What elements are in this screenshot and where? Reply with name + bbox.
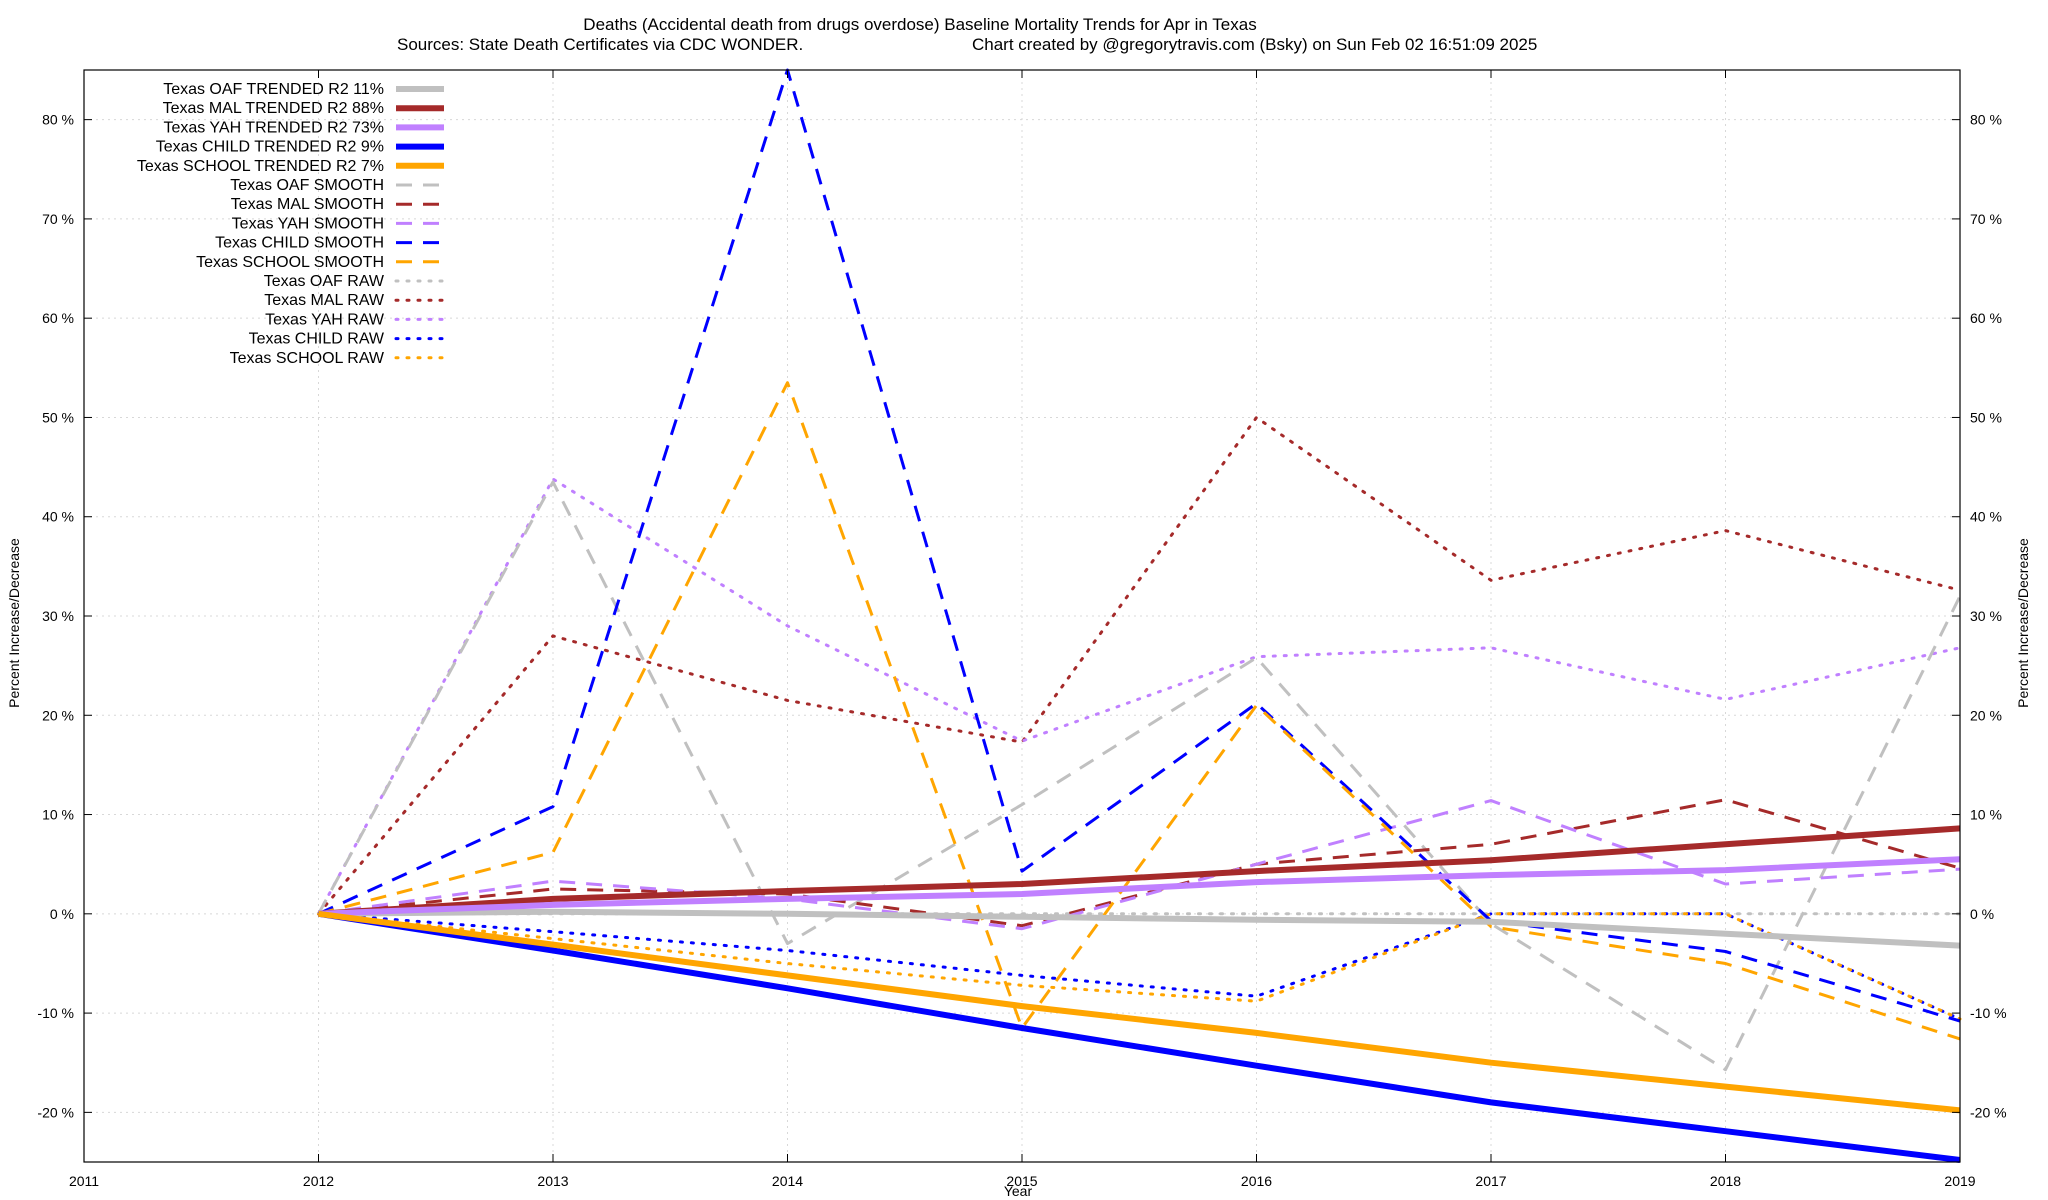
series-line-texas-yah-smooth [318, 799, 1961, 931]
x-tick-label: 2017 [1475, 1173, 1506, 1189]
y-axis-label-left: Percent Increase/Decrease [6, 538, 22, 708]
legend-label: Texas YAH SMOOTH [232, 215, 384, 232]
series-line-texas-mal-smooth [318, 798, 1961, 928]
x-tick-label: 2013 [537, 1173, 568, 1189]
legend-label: Texas MAL RAW [264, 292, 385, 309]
x-tick-label: 2011 [69, 1173, 99, 1189]
axis-ticks: 2011 2012 2013 2014 2015 2016 2017 2018 2019 -20 … [37, 70, 2007, 1189]
y-tick-label-left: 70 % [42, 211, 74, 227]
y-tick-label-left: 10 % [42, 807, 74, 823]
chart-subtitle-source: Sources: State Death Certificates via CD… [397, 35, 803, 54]
series-line-texas-mal-raw [317, 416, 1962, 916]
y-tick-label-left: 0 % [50, 906, 74, 922]
legend-label: Texas CHILD TRENDED R2 9% [156, 139, 384, 156]
legend-label: Texas SCHOOL TRENDED R2 7% [137, 158, 384, 175]
y-tick-label-left: 20 % [42, 707, 74, 723]
y-tick-label-right: -10 % [1970, 1005, 2007, 1021]
y-tick-label-left: 50 % [42, 409, 74, 425]
series-line-texas-oaf-smooth [317, 480, 1962, 1072]
y-axis-label-right: Percent Increase/Decrease [2015, 538, 2031, 708]
series-line-texas-child-smooth [317, 68, 1961, 1023]
legend: Texas OAF TRENDED R2 11% Texas MAL TRENDE… [137, 81, 446, 367]
y-tick-label-right: 20 % [1970, 707, 2002, 723]
legend-label: Texas CHILD SMOOTH [215, 235, 384, 252]
x-axis-label: Year [1004, 1183, 1033, 1199]
series-line-texas-mal-trended [318, 825, 1961, 917]
legend-label: Texas OAF RAW [264, 273, 385, 290]
y-tick-label-left: 40 % [42, 509, 74, 525]
y-tick-label-left: 30 % [42, 608, 74, 624]
legend-label: Texas YAH TRENDED R2 73% [163, 119, 384, 136]
y-tick-label-left: -20 % [37, 1104, 74, 1120]
y-tick-label-right: 40 % [1970, 509, 2002, 525]
series-line-texas-school-smooth [318, 381, 1961, 1041]
series-line-texas-child-raw [317, 912, 1962, 1021]
y-tick-label-left: 60 % [42, 310, 74, 326]
legend-label: Texas SCHOOL SMOOTH [196, 254, 384, 271]
y-tick-label-right: -20 % [1970, 1104, 2007, 1120]
y-tick-label-right: 10 % [1970, 807, 2002, 823]
legend-label: Texas MAL TRENDED R2 88% [163, 100, 384, 117]
y-tick-label-right: 0 % [1970, 906, 1994, 922]
series-line-texas-oaf-trended [318, 908, 1961, 949]
series-line-texas-school-trended [318, 910, 1961, 1114]
x-tick-label: 2016 [1241, 1173, 1272, 1189]
x-tick-label: 2012 [303, 1173, 334, 1189]
legend-label: Texas OAF SMOOTH [230, 177, 384, 194]
chart-subtitle-credit: Chart created by @gregorytravis.com (Bsk… [972, 35, 1537, 54]
legend-label: Texas OAF TRENDED R2 11% [163, 81, 384, 98]
x-tick-label: 2018 [1710, 1173, 1741, 1189]
y-tick-label-right: 30 % [1970, 608, 2002, 624]
series-lines [317, 68, 1962, 1163]
legend-label: Texas MAL SMOOTH [231, 196, 384, 213]
y-tick-label-left: -10 % [37, 1005, 74, 1021]
legend-label: Texas CHILD RAW [249, 331, 385, 348]
y-tick-label-right: 80 % [1970, 112, 2002, 128]
y-tick-label-right: 60 % [1970, 310, 2002, 326]
series-line-texas-yah-trended [318, 856, 1961, 917]
y-tick-label-right: 50 % [1970, 409, 2002, 425]
series-line-texas-child-trended [318, 910, 1961, 1163]
legend-label: Texas YAH RAW [265, 311, 385, 328]
legend-label: Texas SCHOOL RAW [230, 350, 385, 367]
y-tick-label-right: 70 % [1970, 211, 2002, 227]
series-line-texas-yah-raw [317, 477, 1962, 916]
x-tick-label: 2015 [1006, 1173, 1037, 1189]
chart-title: Deaths (Accidental death from drugs over… [583, 15, 1256, 34]
x-tick-label: 2014 [772, 1173, 803, 1189]
series-line-texas-school-raw [317, 912, 1962, 1021]
x-tick-label: 2019 [1944, 1173, 1975, 1189]
y-tick-label-left: 80 % [42, 112, 74, 128]
